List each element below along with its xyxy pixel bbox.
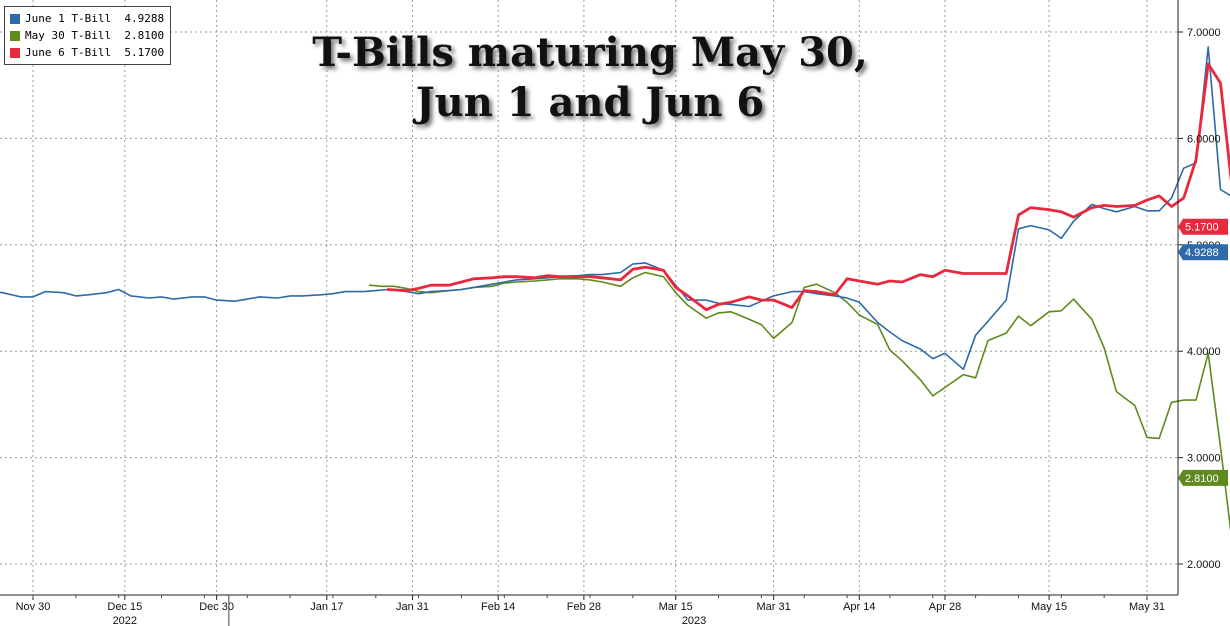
legend-swatch-june-1: [10, 13, 20, 24]
x-tick-label: May 31: [1129, 601, 1165, 613]
legend-label-june-1: June 1 T-Bill 4.9288: [25, 12, 165, 25]
x-tick-label: Jan 31: [396, 601, 429, 613]
x-tick-label: Nov 30: [16, 601, 51, 613]
chart-title-line-2: Jun 1 and Jun 6: [415, 79, 765, 126]
legend-swatch-may-30: [10, 30, 20, 41]
x-tick-label: Dec 30: [199, 601, 234, 613]
x-tick-label: Apr 14: [843, 601, 875, 613]
x-tick-label: Dec 15: [107, 601, 142, 613]
last-value-box: [1178, 469, 1228, 486]
last-value-text: 2.8100: [1185, 473, 1219, 485]
legend-label-june-6: June 6 T-Bill 5.1700: [25, 46, 165, 59]
legend-item-june-6: June 6 T-Bill 5.1700: [10, 44, 164, 61]
last-value-june-1-t-bill: 4.9288: [1178, 244, 1228, 261]
grid-lines: [0, 0, 1178, 595]
last-value-labels: 4.9288 2.8100 5.1700: [1178, 218, 1228, 486]
legend-label-may-30: May 30 T-Bill 2.8100: [25, 29, 165, 42]
y-tick-label: 4.0000: [1187, 346, 1221, 358]
legend: June 1 T-Bill 4.9288 May 30 T-Bill 2.810…: [4, 6, 172, 65]
legend-item-june-1: June 1 T-Bill 4.9288: [10, 10, 164, 27]
last-value-box: [1178, 218, 1228, 235]
last-value-box: [1178, 244, 1228, 261]
x-axis-ticks: Nov 30 Dec 15 Dec 30 Jan 17 Jan 31 Feb 14 Feb …: [16, 595, 1165, 626]
y-tick-label: 2.0000: [1187, 559, 1221, 571]
y-tick-label: 7.0000: [1187, 27, 1221, 39]
axes: [0, 0, 1179, 596]
year-label: 2022: [113, 615, 137, 626]
x-tick-label: Feb 28: [567, 601, 601, 613]
x-tick-label: Feb 14: [481, 601, 515, 613]
y-tick-label: 6.0000: [1187, 133, 1221, 145]
year-label: 2023: [682, 615, 706, 626]
legend-item-may-30: May 30 T-Bill 2.8100: [10, 27, 164, 44]
legend-swatch-june-6: [10, 47, 20, 58]
series-lines: [0, 46, 1230, 532]
last-value-text: 4.9288: [1185, 247, 1219, 259]
chart-title-line-1: T-Bills maturing May 30,: [312, 29, 868, 76]
chart-title: T-Bills maturing May 30, Jun 1 and Jun 6: [240, 28, 940, 128]
last-value-june-6-t-bill: 5.1700: [1178, 218, 1228, 235]
series-line-may-30-t-bill: [368, 271, 1230, 532]
x-tick-label: Apr 28: [929, 601, 961, 613]
x-tick-label: May 15: [1031, 601, 1067, 613]
last-value-text: 5.1700: [1185, 222, 1219, 234]
x-tick-label: Mar 15: [659, 601, 693, 613]
last-value-may-30-t-bill: 2.8100: [1178, 469, 1228, 486]
y-tick-label: 3.0000: [1187, 453, 1221, 465]
x-tick-label: Jan 17: [310, 601, 343, 613]
series-line-june-6-t-bill: [386, 62, 1230, 312]
series-line-june-1-t-bill: [0, 46, 1230, 371]
x-tick-label: Mar 31: [757, 601, 791, 613]
